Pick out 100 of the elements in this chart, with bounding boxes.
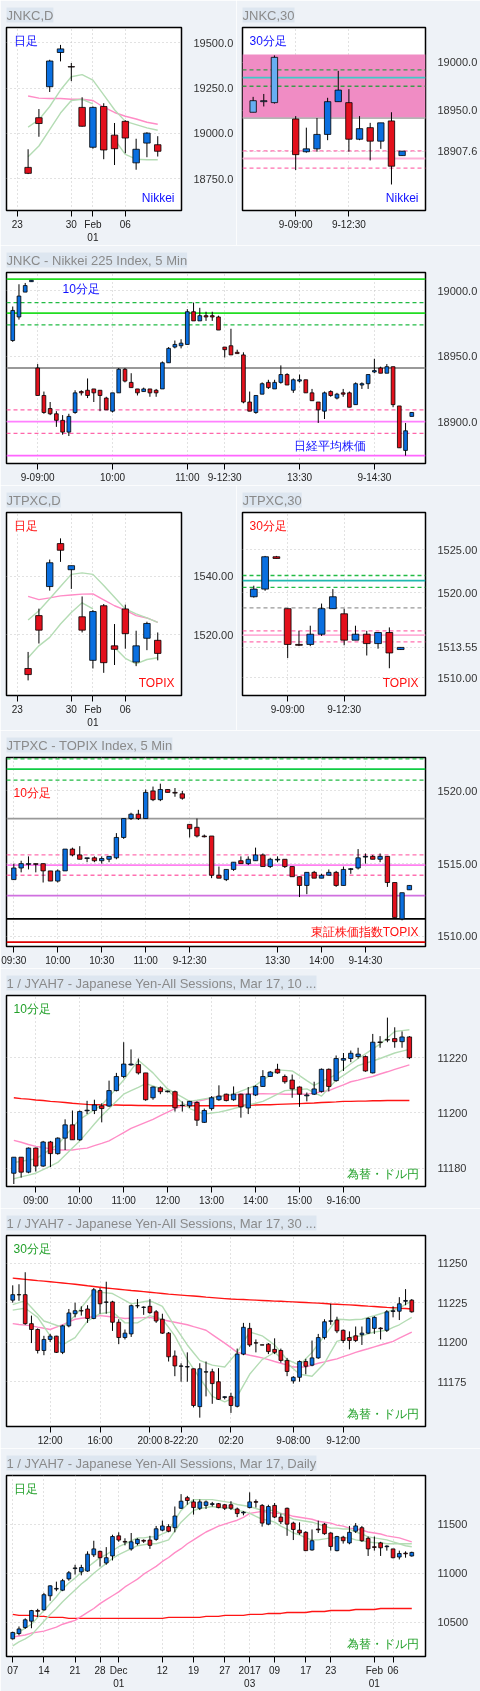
y-tick-label: 11250 (437, 1257, 468, 1270)
candlestick (362, 630, 371, 656)
candlestick (296, 1085, 303, 1108)
x-tick-label: 16:00 (87, 1434, 113, 1446)
x-tick-label: 9-09:00 (20, 471, 56, 483)
x-tick-label: 30 (65, 703, 78, 715)
candlestick (97, 389, 103, 412)
candlestick (362, 852, 369, 865)
x-tick-label: 11:00 (175, 471, 200, 483)
x-tick-label: 12:00 (155, 1194, 181, 1206)
candlestick (99, 1102, 105, 1123)
x-tick-label: 07 (7, 1664, 19, 1676)
x-tick-label: 14 (38, 1664, 50, 1676)
line-series (27, 95, 159, 125)
annotation: 東証株価指数TOPIX (310, 924, 419, 939)
candlestick (154, 135, 162, 158)
line-series (27, 572, 159, 623)
chart-title: JTPXC,D (6, 492, 61, 508)
candlestick (366, 122, 374, 161)
x-tick-label: 17 (300, 1664, 312, 1676)
candlestick (46, 559, 54, 592)
candlestick (406, 1035, 412, 1060)
y-tick-label: 18900.0 (437, 415, 478, 428)
candlestick (110, 623, 119, 666)
chart-title: JNKC - Nikkei 225 Index, 5 Min (6, 252, 188, 268)
x-tick-label: 9-12:00 (326, 1434, 361, 1446)
candlestick (154, 631, 162, 661)
x-tick-label: 9-08:00 (276, 1434, 311, 1446)
y-tick-label: 11220 (437, 1051, 468, 1064)
x-tick-label: 11:00 (111, 1194, 137, 1206)
candlestick (16, 1283, 22, 1302)
candlestick (62, 1118, 68, 1151)
y-tick-label: 19000.0 (437, 284, 478, 297)
x-tick-label: 02:20 (218, 1434, 244, 1446)
y-tick-label: 11175 (437, 1375, 467, 1388)
x-tick-label: Feb 01 (84, 703, 102, 728)
annotation: TOPIX (138, 675, 175, 690)
x-tick-label: 9-12:30 (327, 703, 362, 715)
annotation: 為替・ドル円 (346, 1406, 419, 1421)
x-tick-label: 06 (387, 1664, 400, 1676)
x-tick-label: 9-14:30 (348, 954, 383, 966)
y-tick-label: 18907.6 (437, 145, 478, 158)
candlestick (121, 818, 127, 840)
y-tick-label: 1513.55 (437, 641, 478, 654)
chart-title: JNKC,30 (242, 7, 295, 23)
candlestick (302, 127, 310, 154)
annotation: 30分足 (249, 518, 287, 533)
x-tick-label: Feb 01 (365, 1664, 384, 1689)
x-tick-label: 10:30 (89, 954, 115, 966)
candlestick (318, 1067, 325, 1094)
candlestick (355, 115, 364, 141)
y-tick-label: 11000 (437, 1567, 468, 1580)
candlestick (359, 1326, 365, 1346)
candlestick (132, 630, 140, 667)
x-tick-label: 10:00 (99, 471, 126, 483)
annotation: 10分足 (13, 1001, 51, 1016)
candlestick (35, 608, 43, 644)
candlestick (35, 108, 43, 138)
annotation: TOPIX (382, 675, 419, 690)
candlestick (62, 848, 68, 872)
candlestick (295, 630, 303, 647)
line-series (12, 1607, 413, 1620)
candlestick (24, 651, 32, 681)
x-tick-label: 9-12:30 (331, 218, 367, 230)
x-tick-label: 21 (69, 1664, 82, 1676)
candlestick (24, 148, 32, 175)
chart-title: JNKC,D (6, 7, 54, 23)
y-tick-label: 19000.0 (193, 127, 234, 140)
candlestick (340, 866, 347, 886)
annotation: 10分足 (13, 785, 51, 800)
x-tick-label: 9-12:30 (207, 471, 243, 483)
x-tick-label: 8-22:20 (164, 1434, 199, 1446)
candlestick (334, 70, 342, 103)
candlestick (203, 1361, 209, 1397)
candlestick (110, 122, 119, 166)
x-tick-label: 10:00 (45, 954, 71, 966)
y-tick-label: 1520.00 (437, 586, 478, 599)
y-tick-label: 1515.00 (437, 857, 478, 870)
x-tick-label: 14:00 (308, 954, 335, 966)
candlestick (122, 1537, 128, 1546)
candlestick (384, 1017, 391, 1043)
candlestick (143, 621, 151, 651)
annotation: 日経平均株価 (293, 438, 366, 453)
y-tick-label: 10500 (437, 1616, 469, 1629)
x-tick-label: Feb 01 (84, 218, 102, 243)
y-tick-label: 11200 (437, 1106, 468, 1119)
x-tick-label: 23 (11, 218, 24, 230)
chart-title: 1 / JYAH7 - Japanese Yen-All Sessions, Mar 17, 30 ... (6, 1215, 317, 1231)
x-tick-label: 9-09:00 (270, 703, 306, 715)
x-tick-label: 09:30 (1, 954, 27, 966)
x-tick-label: 10:00 (67, 1194, 93, 1206)
annotation: 10分足 (62, 281, 100, 296)
annotation: 為替・ドル円 (346, 1166, 419, 1181)
candlestick (178, 1493, 184, 1510)
candlestick (132, 138, 140, 171)
x-tick-label: 06 (119, 218, 132, 230)
y-tick-label: 18950.0 (437, 350, 478, 363)
candlestick (309, 1528, 315, 1552)
y-tick-label: 1520.00 (437, 784, 478, 797)
x-tick-label: 11:00 (133, 954, 159, 966)
